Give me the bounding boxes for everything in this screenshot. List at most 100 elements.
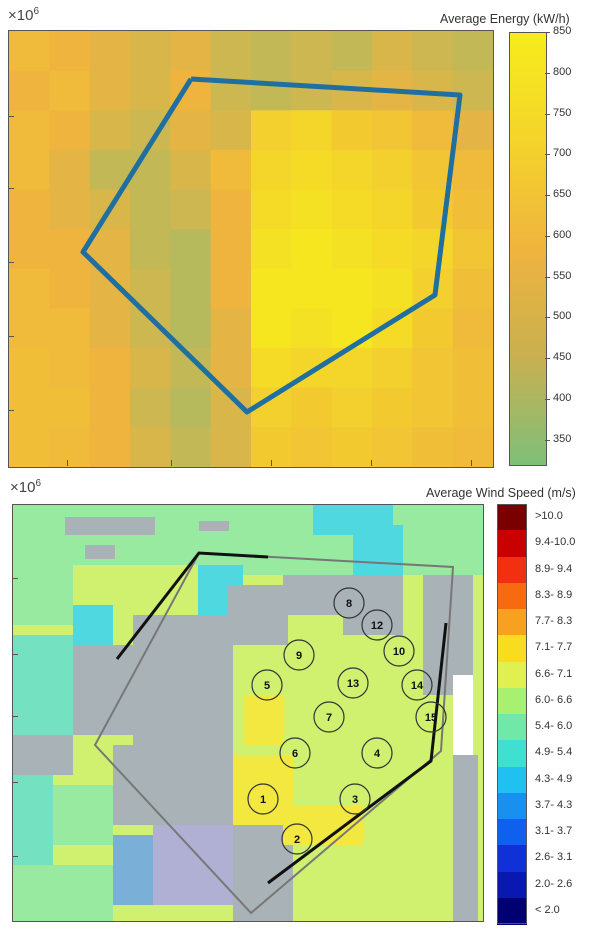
energy-cell — [372, 229, 413, 270]
wind-speed-cell — [283, 805, 363, 845]
wind-speed-cell — [113, 835, 153, 905]
energy-cell — [452, 189, 493, 230]
legend-label: 4.3- 4.9 — [535, 772, 573, 785]
legend-swatch — [497, 609, 527, 636]
energy-cell — [170, 387, 212, 428]
legend-swatch — [497, 740, 527, 767]
wind-speed-cell — [13, 505, 73, 625]
turbine-circle — [361, 737, 393, 769]
energy-cell — [251, 110, 292, 151]
legend-swatch — [497, 871, 527, 899]
wind-speed-cell — [453, 755, 478, 921]
energy-colorbar-tick — [545, 317, 550, 319]
turbine-circle — [281, 823, 313, 855]
legend-label: 9.4-10.0 — [535, 536, 576, 549]
energy-colorbar-tick-label: 550 — [553, 269, 572, 282]
energy-cell — [170, 31, 212, 72]
legend-label: 8.9- 9.4 — [535, 562, 573, 575]
energy-colorbar-tick-label: 500 — [553, 310, 572, 323]
turbine-marker-5: 5 — [251, 669, 283, 701]
turbine-marker-8: 8 — [333, 587, 365, 619]
turbine-circle — [401, 669, 433, 701]
top-x-tick — [67, 460, 68, 466]
legend-swatch — [497, 819, 527, 846]
energy-cell — [372, 189, 413, 230]
energy-cell — [49, 149, 91, 191]
energy-cell — [372, 348, 413, 389]
legend-label: 3.7- 4.3 — [535, 798, 573, 811]
wind-speed-cell — [243, 695, 283, 745]
energy-cell — [49, 348, 91, 389]
wind-speed-cell — [453, 675, 473, 755]
energy-cell — [251, 268, 292, 309]
top-x-tick — [371, 460, 372, 466]
energy-cell — [251, 149, 292, 191]
energy-colorbar-tick-label: 450 — [553, 351, 572, 364]
top-exponent-label: ×106 — [8, 6, 40, 24]
energy-colorbar — [509, 32, 547, 466]
legend-label: 2.0- 2.6 — [535, 877, 573, 890]
energy-cell — [9, 308, 50, 349]
turbine-circle — [361, 609, 393, 641]
turbine-circle — [383, 635, 415, 667]
turbine-label: 9 — [296, 650, 302, 662]
energy-cell — [251, 189, 292, 230]
energy-colorbar-tick-label: 650 — [553, 188, 572, 201]
turbine-label: 1 — [260, 794, 266, 806]
bottom-y-tick — [12, 782, 18, 783]
legend-swatch — [497, 530, 527, 557]
turbine-marker-6: 6 — [279, 737, 311, 769]
bottom-y-tick — [12, 716, 18, 717]
energy-cell — [170, 427, 212, 467]
energy-cell — [89, 348, 131, 389]
turbine-circle — [313, 701, 345, 733]
energy-cell — [130, 348, 171, 389]
energy-cell — [49, 189, 91, 230]
energy-cell — [331, 110, 373, 151]
energy-cell — [452, 268, 493, 309]
turbine-marker-3: 3 — [339, 783, 371, 815]
legend-label: 8.3- 8.9 — [535, 588, 573, 601]
legend-label: < 2.0 — [535, 903, 560, 916]
wind-speed-cell — [13, 635, 73, 745]
turbine-label: 7 — [326, 712, 332, 724]
energy-cell — [412, 387, 454, 428]
energy-cell — [9, 149, 50, 191]
legend-swatch — [497, 845, 527, 872]
turbine-marker-2: 2 — [281, 823, 313, 855]
energy-colorbar-tick-label: 850 — [553, 25, 572, 37]
top-colorbar-title: Average Energy (kW/h) — [440, 12, 570, 26]
energy-colorbar-tick — [545, 398, 550, 400]
energy-cell — [210, 308, 252, 349]
energy-cell — [452, 308, 493, 349]
turbine-marker-15: 15 — [415, 701, 447, 733]
energy-cell — [412, 348, 454, 389]
legend-label: >10.0 — [535, 510, 563, 523]
energy-cell — [130, 70, 171, 111]
turbine-marker-14: 14 — [401, 669, 433, 701]
energy-cell — [291, 308, 333, 349]
site-boundary-outline-east — [267, 622, 448, 885]
top-y-tick — [8, 336, 14, 337]
top-x-tick — [471, 460, 472, 466]
bottom-y-tick — [12, 578, 18, 579]
energy-cell — [210, 149, 252, 191]
legend-swatch — [497, 556, 527, 584]
energy-cell — [89, 427, 131, 467]
energy-cell — [9, 348, 50, 389]
energy-cell — [412, 31, 454, 72]
bottom-exponent-label: ×106 — [10, 478, 42, 496]
energy-cell — [89, 70, 131, 111]
energy-cell — [412, 308, 454, 349]
energy-cell — [210, 427, 252, 467]
energy-cell — [210, 70, 252, 111]
energy-cell — [89, 110, 131, 151]
energy-cell — [210, 110, 252, 151]
wind-speed-cell — [65, 517, 155, 535]
turbine-circle — [415, 701, 447, 733]
wind-speed-legend: >10.0 9.4-10.0 8.9- 9.4 8.3- 8.9 7.7- 8.3 7.1… — [497, 504, 609, 925]
energy-cell — [251, 308, 292, 349]
turbine-label: 4 — [374, 748, 381, 760]
site-boundary-outline — [115, 551, 269, 660]
